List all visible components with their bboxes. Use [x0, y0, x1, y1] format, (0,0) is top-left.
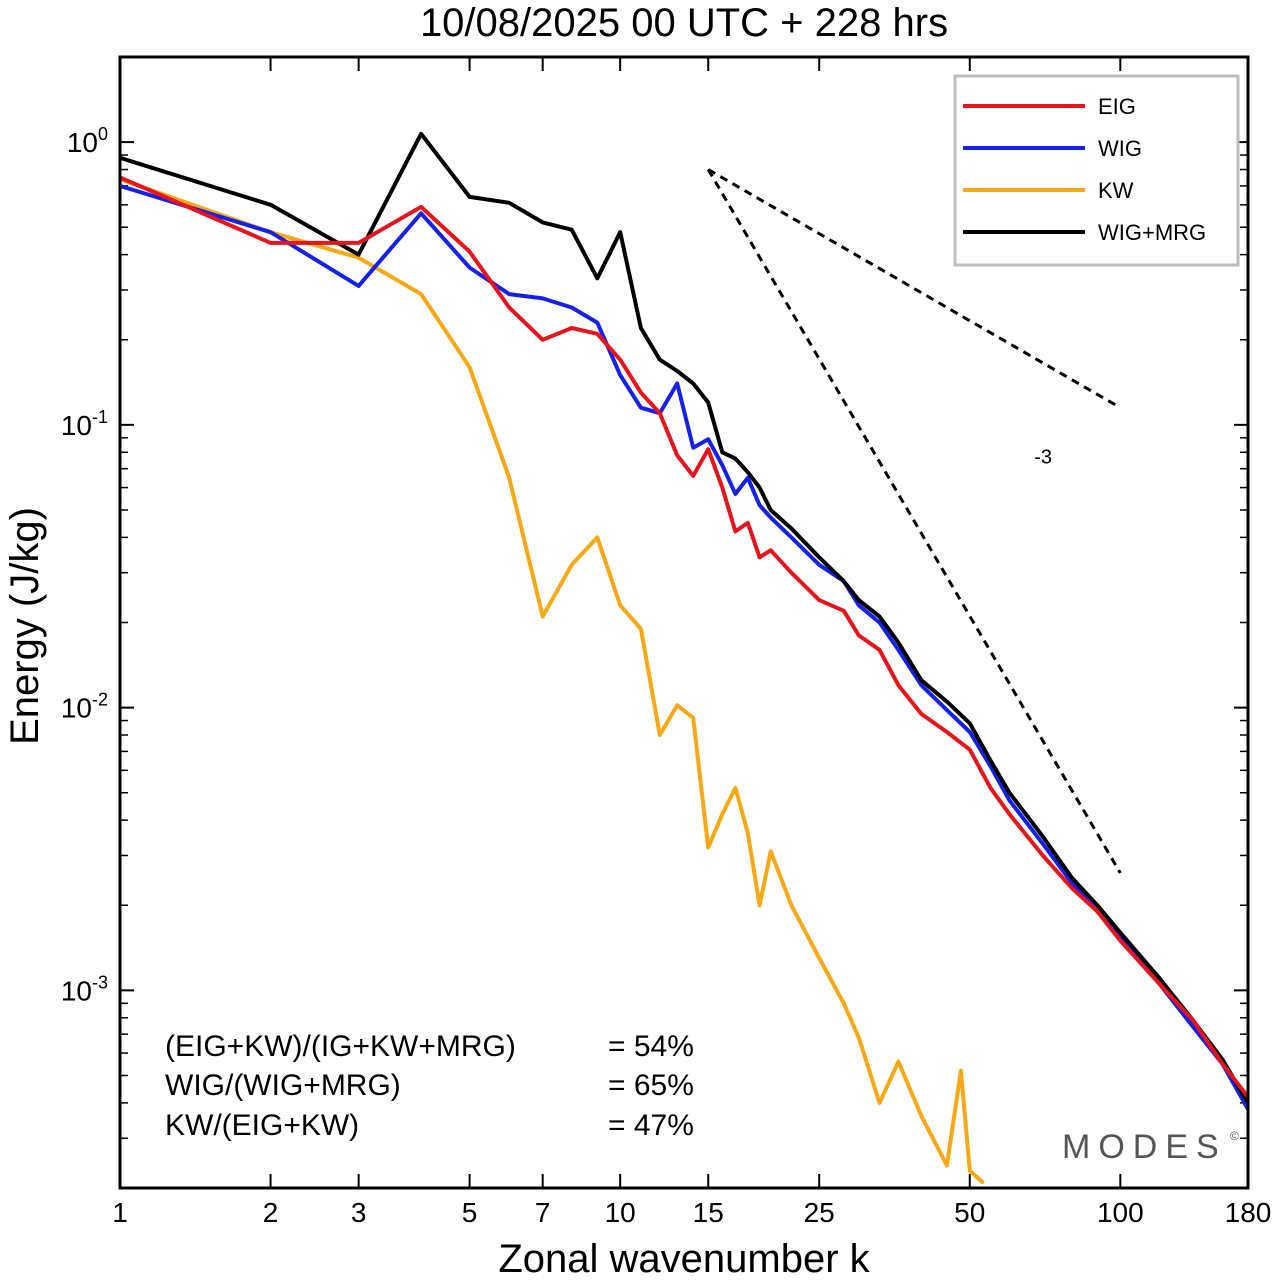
x-tick-label: 1: [112, 1197, 128, 1228]
stat-value-eig-kw-ratio: = 54%: [608, 1030, 694, 1063]
slope-label: -3: [1034, 446, 1052, 468]
x-tick-label: 50: [954, 1197, 985, 1228]
stat-label-kw-ratio: KW/(EIG+KW): [165, 1109, 359, 1142]
series-line-wig: [120, 183, 1248, 1112]
x-tick-label: 10: [605, 1197, 636, 1228]
stats-block: (EIG+KW)/(IG+KW+MRG) = 54% WIG/(WIG+MRG)…: [165, 1030, 694, 1142]
x-tick-label: 7: [535, 1197, 551, 1228]
y-tick-label: 10-3: [61, 972, 108, 1006]
stat-value-wig-ratio: = 65%: [608, 1069, 694, 1102]
x-tick-label: 180: [1225, 1197, 1272, 1228]
brand-mark: ©: [1230, 1129, 1239, 1143]
y-tick-label: 10-2: [61, 690, 108, 724]
x-tick-label: 5: [462, 1197, 478, 1228]
legend-label: WIG+MRG: [1098, 220, 1206, 245]
axes-frame: 1 2 3 5 7 10 15 25 50 100 180 100 10-1 10-2 10-3: [61, 57, 1272, 1228]
series-line-wig-mrg: [120, 131, 1248, 1105]
plot-frame: [118, 55, 1250, 1190]
stat-value-kw-ratio: = 47%: [608, 1109, 694, 1142]
slope-line-minus-five-thirds: [707, 168, 1122, 410]
x-axis-label: Zonal wavenumber k: [498, 1237, 870, 1281]
x-tick-label: 3: [351, 1197, 367, 1228]
y-tick-label: 100: [67, 124, 108, 158]
legend-label: EIG: [1098, 94, 1136, 119]
x-tick-label: 15: [693, 1197, 724, 1228]
legend-label: KW: [1098, 178, 1134, 203]
series-line-kw: [120, 177, 985, 1184]
chart-title: 10/08/2025 00 UTC + 228 hrs: [420, 1, 948, 45]
stat-label-wig-ratio: WIG/(WIG+MRG): [165, 1069, 401, 1102]
series-line-eig: [120, 175, 1248, 1099]
reference-slopes: -5/3-3: [706, 168, 1122, 874]
x-tick-label: 25: [804, 1197, 835, 1228]
x-tick-label: 2: [263, 1197, 279, 1228]
legend-label: WIG: [1098, 136, 1142, 161]
modes-logo: MODES ©: [1062, 1128, 1239, 1166]
stat-label-eig-kw-ratio: (EIG+KW)/(IG+KW+MRG): [165, 1030, 516, 1063]
data-series: [120, 131, 1248, 1184]
y-axis-label: Energy (J/kg): [3, 507, 47, 745]
brand-text: MODES: [1062, 1128, 1227, 1166]
slope-line-minus-three: [706, 168, 1122, 874]
y-tick-label: 10-1: [61, 407, 108, 441]
x-tick-label: 100: [1097, 1197, 1144, 1228]
legend: EIG WIG KW WIG+MRG: [953, 74, 1240, 267]
